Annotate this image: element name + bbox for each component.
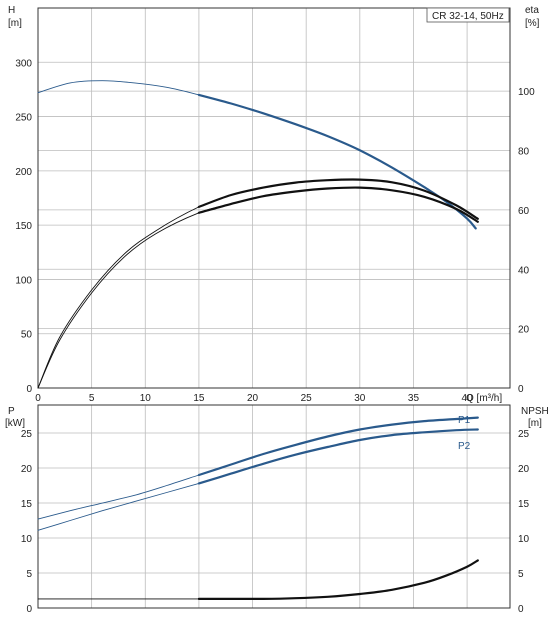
- head-efficiency-chart: 0 5 10 15 20 25 30 35 40 0 50 100 150 200 250 300 0 20 4…: [8, 5, 540, 404]
- x-tick-label: 10: [140, 393, 152, 404]
- chart-title: CR 32-14, 50Hz: [432, 11, 504, 22]
- bottom-left-axis-label-2: [kW]: [5, 418, 25, 429]
- bottom-left-axis-label-1: P: [8, 406, 15, 417]
- left-tick-label: 0: [26, 384, 32, 395]
- x-tick-label: 15: [193, 393, 205, 404]
- bottom-right-ticks: 0 5 10 15 20 25: [518, 429, 530, 615]
- top-series: [37, 80, 479, 389]
- top-right-axis-label-1: eta: [525, 5, 539, 16]
- left-tick-label: 5: [26, 569, 32, 580]
- top-left-axis-label-2: [m]: [8, 18, 22, 29]
- bottom-right-axis-label-1: NPSH: [521, 406, 549, 417]
- title-box: [426, 7, 510, 23]
- x-tick-label: 20: [247, 393, 259, 404]
- top-frame: [37, 7, 511, 389]
- bottom-left-ticks: 0 5 10 15 20 25: [21, 429, 33, 615]
- right-tick-label: 10: [518, 534, 530, 545]
- x-tick-label: 35: [408, 393, 420, 404]
- x-tick-label: 5: [89, 393, 95, 404]
- left-tick-label: 100: [15, 275, 32, 286]
- right-tick-label: 5: [518, 569, 524, 580]
- right-tick-label: 0: [518, 604, 524, 615]
- series-label-p2: P2: [458, 441, 471, 452]
- left-tick-label: 150: [15, 221, 32, 232]
- left-tick-label: 15: [21, 499, 33, 510]
- left-tick-label: 0: [26, 604, 32, 615]
- left-tick-label: 50: [21, 330, 33, 341]
- series-0-1-duty-range-line: [197, 178, 479, 220]
- x-tick-label: 40: [462, 393, 474, 404]
- right-tick-label: 25: [518, 429, 530, 440]
- top-left-axis-label-1: H: [8, 5, 15, 16]
- bottom-series: [37, 416, 479, 601]
- power-npsh-chart: 0 5 10 15 20 25 0 5 10 15 20 25 P [kW] NPSH [m] P1…: [5, 404, 549, 615]
- right-tick-label: 20: [518, 464, 530, 475]
- x-tick-label: 30: [354, 393, 366, 404]
- p2-duty-range-line: [197, 428, 479, 485]
- series-1-2-duty-range-line: [197, 559, 479, 601]
- left-tick-label: 200: [15, 167, 32, 178]
- bottom-frame: [37, 404, 511, 609]
- right-tick-label: 60: [518, 206, 530, 217]
- right-tick-label: 15: [518, 499, 530, 510]
- bottom-right-axis-label-2: [m]: [528, 418, 542, 429]
- left-tick-label: 25: [21, 429, 33, 440]
- right-tick-label: 100: [518, 87, 535, 98]
- p1-duty-range-line: [197, 416, 479, 477]
- left-tick-label: 250: [15, 113, 32, 124]
- bottom-grid: [38, 405, 510, 608]
- right-tick-label: 0: [518, 384, 524, 395]
- right-tick-label: 80: [518, 147, 530, 158]
- series-label-p1: P1: [458, 415, 471, 426]
- top-left-ticks: 0 50 100 150 200 250 300: [15, 58, 32, 395]
- x-tick-label: 25: [301, 393, 313, 404]
- top-x-ticks: 0 5 10 15 20 25 30 35 40: [35, 393, 473, 404]
- left-tick-label: 20: [21, 464, 33, 475]
- right-tick-label: 20: [518, 325, 530, 336]
- right-tick-label: 40: [518, 265, 530, 276]
- left-tick-label: 10: [21, 534, 33, 545]
- left-tick-label: 300: [15, 58, 32, 69]
- series-0-2-duty-range-line: [197, 186, 479, 223]
- x-tick-label: 0: [35, 393, 41, 404]
- top-right-axis-label-2: [%]: [525, 18, 540, 29]
- top-x-axis-label: Q [m³/h]: [466, 393, 502, 404]
- top-right-ticks: 0 20 40 60 80 100: [518, 87, 535, 395]
